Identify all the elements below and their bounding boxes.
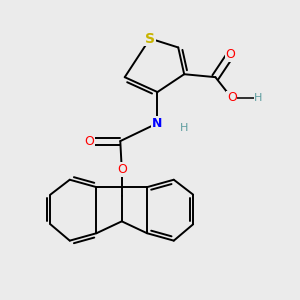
- Text: S: S: [145, 32, 155, 46]
- Text: N: N: [152, 117, 163, 130]
- Text: O: O: [117, 163, 127, 176]
- Text: O: O: [227, 92, 237, 104]
- Text: O: O: [225, 48, 235, 62]
- Text: H: H: [254, 93, 263, 103]
- Text: H: H: [180, 123, 188, 133]
- Text: O: O: [84, 135, 94, 148]
